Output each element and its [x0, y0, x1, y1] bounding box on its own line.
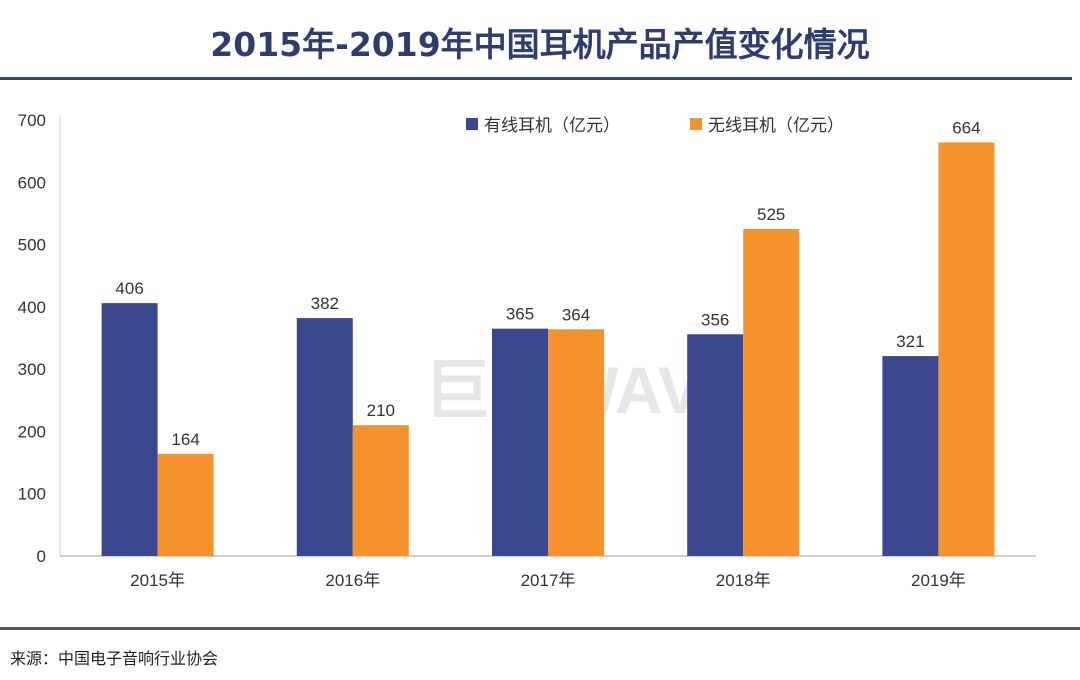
- bar-wired: [687, 334, 744, 556]
- x-tick-label: 2018年: [716, 571, 771, 590]
- y-tick-label: 100: [18, 485, 46, 504]
- data-label: 525: [757, 205, 785, 224]
- data-label: 210: [367, 401, 395, 420]
- y-tick-label: 700: [18, 111, 46, 130]
- source-note: 来源：中国电子音响行业协会: [10, 649, 219, 668]
- data-label: 664: [952, 118, 980, 137]
- data-label: 382: [311, 294, 339, 313]
- bar-wireless: [743, 229, 800, 556]
- x-tick-label: 2017年: [521, 571, 576, 590]
- x-tick-label: 2015年: [130, 571, 185, 590]
- bar-wired: [101, 303, 158, 556]
- chart-title: 2015年-2019年中国耳机产品产值变化情况: [210, 25, 870, 64]
- legend-swatch: [466, 118, 478, 130]
- data-label: 356: [701, 310, 729, 329]
- y-tick-label: 0: [37, 547, 46, 566]
- data-label: 406: [115, 279, 143, 298]
- x-tick-label: 2016年: [325, 571, 380, 590]
- y-tick-label: 400: [18, 298, 46, 317]
- bar-wireless: [352, 425, 409, 556]
- bar-wireless: [938, 142, 995, 556]
- legend-swatch: [690, 118, 702, 130]
- bar-wired: [296, 318, 353, 556]
- y-tick-label: 300: [18, 360, 46, 379]
- legend-label: 无线耳机（亿元）: [708, 116, 844, 135]
- y-tick-label: 200: [18, 422, 46, 441]
- bar-wired: [882, 356, 939, 556]
- bar-wireless: [157, 453, 214, 556]
- y-tick-label: 600: [18, 173, 46, 192]
- y-tick-label: 500: [18, 236, 46, 255]
- data-label: 164: [171, 430, 199, 449]
- data-label: 365: [506, 305, 534, 324]
- footer-divider: [0, 627, 1080, 630]
- x-tick-label: 2019年: [911, 571, 966, 590]
- legend-label: 有线耳机（亿元）: [484, 116, 620, 135]
- data-label: 321: [896, 332, 924, 351]
- data-label: 364: [562, 305, 590, 324]
- title-divider: [0, 77, 1072, 80]
- bar-wireless: [548, 329, 604, 556]
- bar-wired: [492, 328, 548, 556]
